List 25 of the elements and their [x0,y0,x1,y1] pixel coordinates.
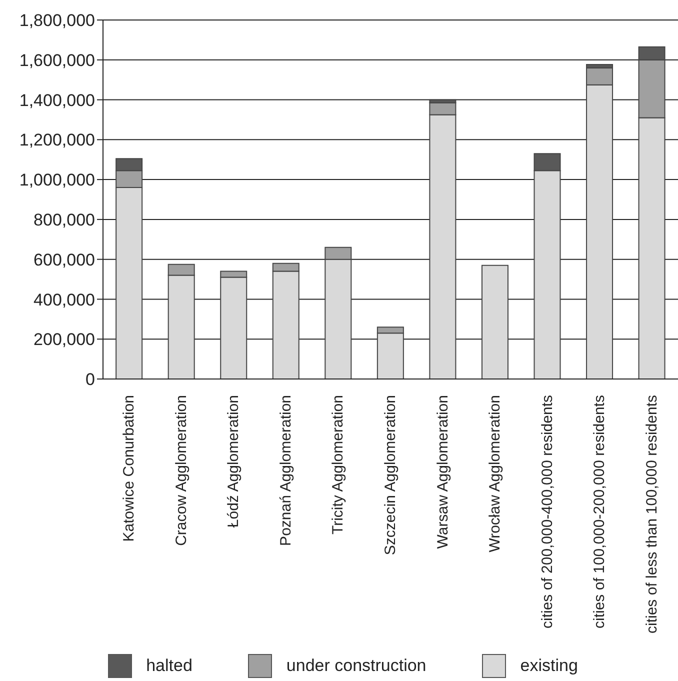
x-tick-label: cities of 200,000-400,000 residents [538,395,556,628]
y-tick-label: 1,000,000 [19,170,95,190]
x-tick-label: Łódź Agglomeration [225,395,242,528]
legend-label: halted [146,656,192,676]
bar [481,264,508,379]
y-tick-label: 0 [86,370,95,390]
y-tick-label: 1,800,000 [19,11,95,30]
x-tick-label: Katowice Conurbation [120,395,138,542]
legend-label: existing [520,656,578,676]
legend-label: under construction [286,656,426,676]
y-tick-label: 200,000 [34,330,95,350]
y-tick-label: 800,000 [34,210,95,230]
y-tick-label: 1,600,000 [19,50,95,70]
x-tick-label: cities of less than 100,000 residents [643,395,660,634]
y-tick-label: 600,000 [34,250,95,270]
x-tick-label: Warsaw Agglomeration [434,395,452,549]
x-tick-label: Wrocław Agglomeration [486,395,504,552]
x-tick-label: cities of 100,000-200,000 residents [591,395,608,628]
y-tick-label: 400,000 [34,290,95,310]
y-tick-label: 1,200,000 [19,130,95,150]
x-tick-label: Poznań Agglomeration [277,395,294,546]
x-tick-label: Cracow Agglomeration [172,395,190,546]
x-tick-label: Tricity Agglomeration [330,395,347,534]
x-tick-label: Szczecin Agglomeration [382,395,399,556]
y-tick-label: 1,400,000 [19,90,95,110]
